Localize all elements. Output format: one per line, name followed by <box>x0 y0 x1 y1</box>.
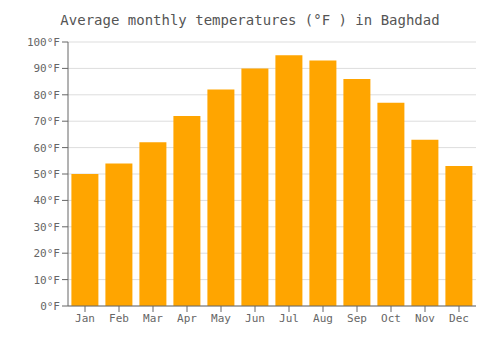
svg-text:30°F: 30°F <box>34 221 61 234</box>
svg-text:Sep: Sep <box>347 312 367 325</box>
svg-text:40°F: 40°F <box>34 194 61 207</box>
svg-text:Feb: Feb <box>109 312 129 325</box>
svg-text:Apr: Apr <box>177 312 197 325</box>
svg-text:60°F: 60°F <box>34 142 61 155</box>
svg-text:Oct: Oct <box>381 312 401 325</box>
svg-text:Jul: Jul <box>279 312 299 325</box>
svg-text:20°F: 20°F <box>34 247 61 260</box>
svg-text:0°F: 0°F <box>40 300 60 313</box>
svg-text:Nov: Nov <box>415 312 435 325</box>
svg-text:90°F: 90°F <box>34 62 61 75</box>
svg-text:Aug: Aug <box>313 312 333 325</box>
svg-text:80°F: 80°F <box>34 89 61 102</box>
svg-text:Jun: Jun <box>245 312 265 325</box>
svg-text:50°F: 50°F <box>34 168 61 181</box>
svg-text:100°F: 100°F <box>27 36 60 49</box>
svg-text:Dec: Dec <box>449 312 469 325</box>
svg-text:10°F: 10°F <box>34 274 61 287</box>
svg-text:May: May <box>211 312 231 325</box>
svg-text:70°F: 70°F <box>34 115 61 128</box>
svg-text:Jan: Jan <box>75 312 95 325</box>
html-text:Average monthly temperatures (: Average monthly temperatures (°F ) in Ba… <box>60 12 440 28</box>
svg-text:Mar: Mar <box>143 312 163 325</box>
